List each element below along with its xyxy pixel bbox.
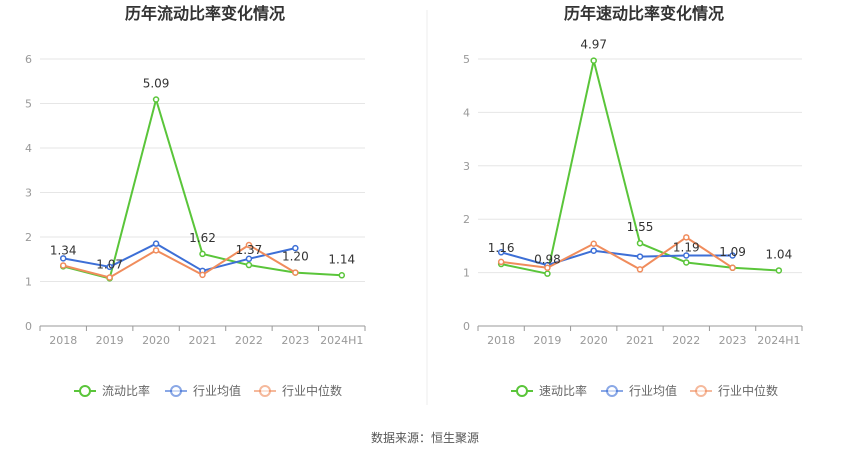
c2-series-point-2[interactable] [683,252,690,259]
c1-series-point-3[interactable] [292,269,299,276]
c1-y-tick-label: 0 [25,320,32,333]
c2-chart-title: 历年速动比率变化情况 [564,4,724,23]
c2-x-tick-label: 2018 [487,334,515,347]
c2-y-tick-label: 1 [463,267,470,280]
c2-data-label: 0.98 [534,253,561,267]
c2-legend-label-3[interactable]: 行业中位数 [718,383,778,398]
c1-series-point-3[interactable] [106,274,113,281]
c1-y-tick-label: 1 [25,276,32,289]
c1-x-tick-label: 2024H1 [320,334,363,347]
c2-series-point-3[interactable] [590,240,597,248]
c2-legend-marker-3[interactable] [695,385,707,397]
c2-legend-label-1[interactable]: 速动比率 [539,383,587,398]
c2-series-point-3[interactable] [636,266,644,273]
c2-series-point-1[interactable] [775,267,783,274]
c2-x-tick-label: 2019 [533,334,561,347]
c2-x-tick-label: 2022 [672,334,700,347]
c1-y-tick-label: 5 [25,98,32,111]
c2-y-tick-label: 0 [463,320,470,333]
c2-series-point-1[interactable] [636,239,644,247]
c1-data-label: 5.09 [143,76,170,90]
c1-series-point-3[interactable] [245,241,253,249]
c2-legend-marker-2[interactable] [606,385,618,397]
c2-x-tick-label: 2021 [626,334,654,347]
c1-series-line-3 [62,244,296,279]
c2-data-label: 1.04 [765,247,792,261]
c2-series-point-3[interactable] [729,264,736,272]
c1-series-point-3[interactable] [59,262,67,269]
c2-series-point-2[interactable] [636,253,644,260]
c2-series-line-2 [500,249,733,267]
c1-series-point-3[interactable] [199,271,206,279]
c2-series-point-2[interactable] [590,247,597,254]
c1-data-label: 1.62 [189,231,216,245]
c1-legend-label-2[interactable]: 行业均值 [193,383,241,398]
c2-series-point-3[interactable] [544,264,551,272]
c1-series-point-2[interactable] [292,244,299,252]
c2-data-label: 1.16 [488,241,515,255]
c1-series-point-2[interactable] [152,240,160,247]
c2-y-tick-label: 2 [463,213,470,226]
c2-data-label: 1.09 [719,245,746,259]
c1-x-tick-label: 2018 [49,334,77,347]
c1-x-tick-label: 2021 [189,334,217,347]
c2-data-label: 4.97 [580,38,607,52]
c1-series-point-1[interactable] [338,272,346,279]
c2-series-point-1[interactable] [590,57,597,64]
c2-series-line-3 [501,236,734,271]
c1-series-line-2 [63,242,296,272]
c2-series-point-2[interactable] [729,252,736,259]
c1-data-label: 1.20 [282,250,309,264]
c1-series-point-2[interactable] [59,255,67,262]
c1-data-label: 1.37 [236,243,263,257]
c1-series-point-3[interactable] [152,247,160,254]
c2-series-point-3[interactable] [497,258,505,266]
c1-data-label: 1.34 [50,243,77,257]
c2-data-label: 1.55 [627,220,654,234]
c1-data-label: 1.14 [328,252,355,266]
c1-series-point-2[interactable] [106,263,113,271]
c1-legend-marker-3[interactable] [259,385,271,397]
c1-x-tick-label: 2023 [281,334,309,347]
c1-legend-label-3[interactable]: 行业中位数 [282,383,342,398]
c2-series-point-2[interactable] [497,249,505,256]
c1-series-point-1[interactable] [199,250,206,258]
data-source: 数据来源：恒生聚源 [371,430,479,445]
c2-series-point-3[interactable] [683,234,690,241]
c1-legend-label-1[interactable]: 流动比率 [102,383,150,398]
c1-legend-marker-1[interactable] [79,385,91,397]
c1-x-tick-label: 2019 [96,334,124,347]
c1-y-tick-label: 3 [25,187,32,200]
c2-x-tick-label: 2020 [580,334,608,347]
c2-y-tick-label: 3 [463,160,470,173]
c1-data-label: 1.07 [96,257,123,271]
c1-legend-marker-2[interactable] [170,385,182,397]
c1-chart-title: 历年流动比率变化情况 [125,4,285,23]
c2-y-tick-label: 5 [463,53,470,66]
c1-y-tick-label: 6 [25,53,32,66]
c1-x-tick-label: 2022 [235,334,263,347]
c2-x-tick-label: 2023 [719,334,747,347]
c2-y-tick-label: 4 [463,106,470,119]
c2-series-point-1[interactable] [683,259,690,266]
c1-series-point-1[interactable] [152,96,160,103]
c1-series-point-2[interactable] [245,255,253,263]
c1-x-tick-label: 2020 [142,334,170,347]
c1-y-tick-label: 2 [25,231,32,244]
c1-series-point-1[interactable] [245,261,253,269]
c2-legend-marker-1[interactable] [516,385,528,397]
c2-legend-label-2[interactable]: 行业均值 [629,383,677,398]
c2-series-point-1[interactable] [544,270,551,277]
c1-y-tick-label: 4 [25,142,32,155]
c2-x-tick-label: 2024H1 [757,334,800,347]
c2-data-label: 1.19 [673,240,700,254]
